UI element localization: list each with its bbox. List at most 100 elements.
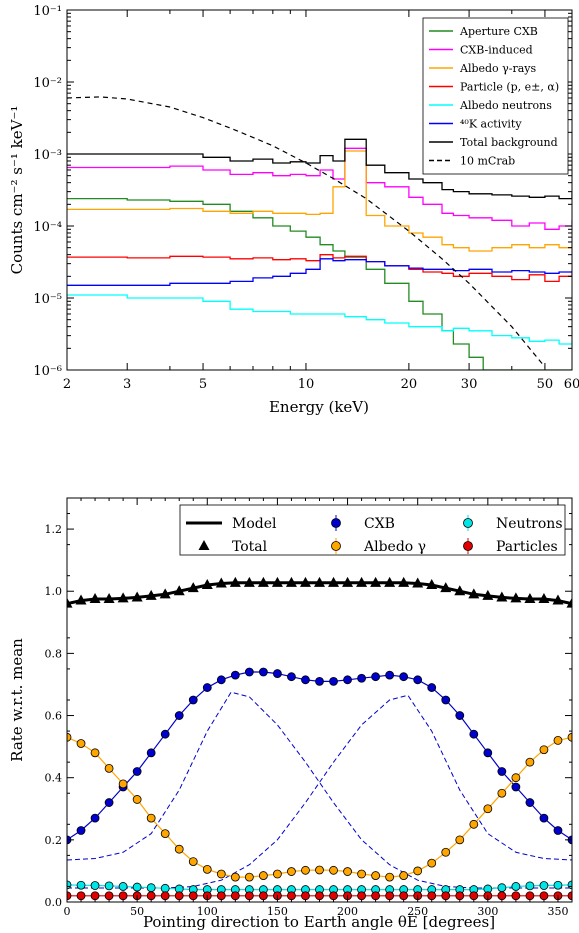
chart2-point-1 [258,667,268,677]
chart2-point-2 [258,871,268,880]
chart1-legend: Aperture CXB CXB-induced Albedo γ-rays Part… [422,17,569,175]
chart2-point-total [524,593,536,603]
chart2-point-2 [67,732,72,742]
chart2-ytick-label: 1.0 [45,585,63,598]
chart2-point-1 [90,813,100,823]
chart1-series-0 [67,197,572,370]
chart2-point-total [103,593,115,603]
chart2-point-4 [258,891,268,901]
earth-angle-chart: 0 50 100 150 200 250 300 350 0.0 0.2 0.4 0.6 0.8 1.0 1… [8,497,573,931]
chart1-xtick-label: 60 [564,377,579,392]
chart2-point-4 [371,891,381,901]
chart2-point-4 [399,891,409,901]
chart2-point-total [398,576,410,587]
chart2-point-2 [132,795,142,804]
chart2-point-2 [202,864,212,874]
chart2-legend-label: CXB [364,516,395,532]
chart2-point-total [145,589,157,600]
chart1-legend-label: Aperture CXB [459,25,538,38]
chart2-point-total [215,577,227,588]
chart2-point-2 [441,847,451,857]
chart2-legend-label: Particles [496,539,558,555]
chart2-point-4 [188,891,198,901]
chart2-point-1 [287,672,296,682]
chart2-point-1 [104,798,114,807]
chart2-point-3 [76,880,86,890]
chart2-point-4 [146,891,156,901]
chart2-legend-label: Albedo γ [363,539,426,555]
chart2-xtick-label: 350 [547,905,568,918]
chart2-point-2 [244,872,254,882]
chart2-point-total [440,582,452,593]
chart1-xtick-label: 5 [199,377,207,392]
chart2-point-1 [174,711,184,720]
chart2-point-1 [76,826,86,835]
chart2-point-2 [118,779,128,789]
chart2-point-1 [160,729,170,739]
chart2-point-total [89,593,101,603]
chart2-point-3 [104,881,114,891]
chart2-legend-box [179,504,566,556]
chart2-point-1 [413,675,423,685]
chart2-point-1 [216,675,226,685]
chart2-plot-area [67,576,572,901]
chart2-point-1 [455,711,465,720]
chart2-point-4 [90,891,100,901]
chart2-point-2 [483,804,493,814]
chart2-point-1 [483,748,493,758]
chart2-xlabel: Pointing direction to Earth angle θE [de… [143,913,495,931]
chart2-legend: Model Total CXB Albedo γ Neutrons Particles [179,504,566,556]
chart2-point-2 [76,739,86,748]
chart2-point-2 [273,869,282,879]
chart2-point-total [117,592,129,603]
chart2-point-4 [118,891,128,901]
chart1-xtick-label: 2 [63,377,71,392]
chart2-point-3 [90,881,100,890]
chart2-point-total [496,591,508,602]
chart2-point-3 [525,881,535,891]
chart2-point-total [257,576,269,587]
chart2-point-4 [469,891,479,901]
chart1-ytick-label: 10⁻⁶ [33,364,62,379]
chart2-ytick-label: 0.6 [45,710,63,723]
chart2-point-2 [497,788,507,798]
chart2-point-2 [146,813,156,823]
chart2-point-4 [455,891,465,901]
background-spectrum-chart: 2 3 5 10 20 30 50 60 10⁻⁶ 10⁻⁵ 10⁻⁴ 10⁻³ 10⁻² 10⁻¹ En… [8,4,579,416]
chart2-point-total [384,576,396,587]
chart2-point-1 [146,748,156,758]
chart2-legend-label: Neutrons [496,516,563,532]
chart2-legend-swatch [463,541,473,551]
chart2-point-1 [357,673,366,683]
chart2-point-2 [174,844,184,854]
chart2-point-total [243,576,255,587]
chart2-ytick-label: 0.8 [45,647,63,660]
chart2-ytick-label: 0.0 [45,896,63,909]
chart1-xtick-label: 30 [461,377,478,392]
chart2-point-1 [441,695,451,705]
chart2-point-2 [301,865,310,875]
chart2-point-3 [132,882,142,892]
chart2-point-total [370,576,382,587]
chart2-point-2 [160,829,170,839]
chart2-point-4 [315,891,324,901]
chart2-point-4 [160,891,170,901]
chart2-point-1 [525,798,535,807]
chart2-point-2 [525,757,535,767]
chart2-dashed-component-1 [67,694,572,889]
chart2-point-4 [357,891,366,901]
chart2-point-1 [553,826,563,835]
chart1-plot-area [67,96,572,370]
chart2-point-total [75,594,87,605]
chart2-point-4 [567,891,572,901]
chart2-point-2 [469,819,479,829]
chart2-point-total [538,593,550,603]
chart2-point-total [468,588,480,599]
chart2-point-2 [315,865,324,875]
chart2-legend-swatch [463,518,473,528]
chart1-legend-label: 10 mCrab [460,155,515,168]
chart2-point-4 [287,891,296,901]
chart2-point-4 [67,891,72,901]
chart1-ytick-label: 10⁻⁵ [33,292,62,307]
chart2-point-4 [216,891,226,901]
